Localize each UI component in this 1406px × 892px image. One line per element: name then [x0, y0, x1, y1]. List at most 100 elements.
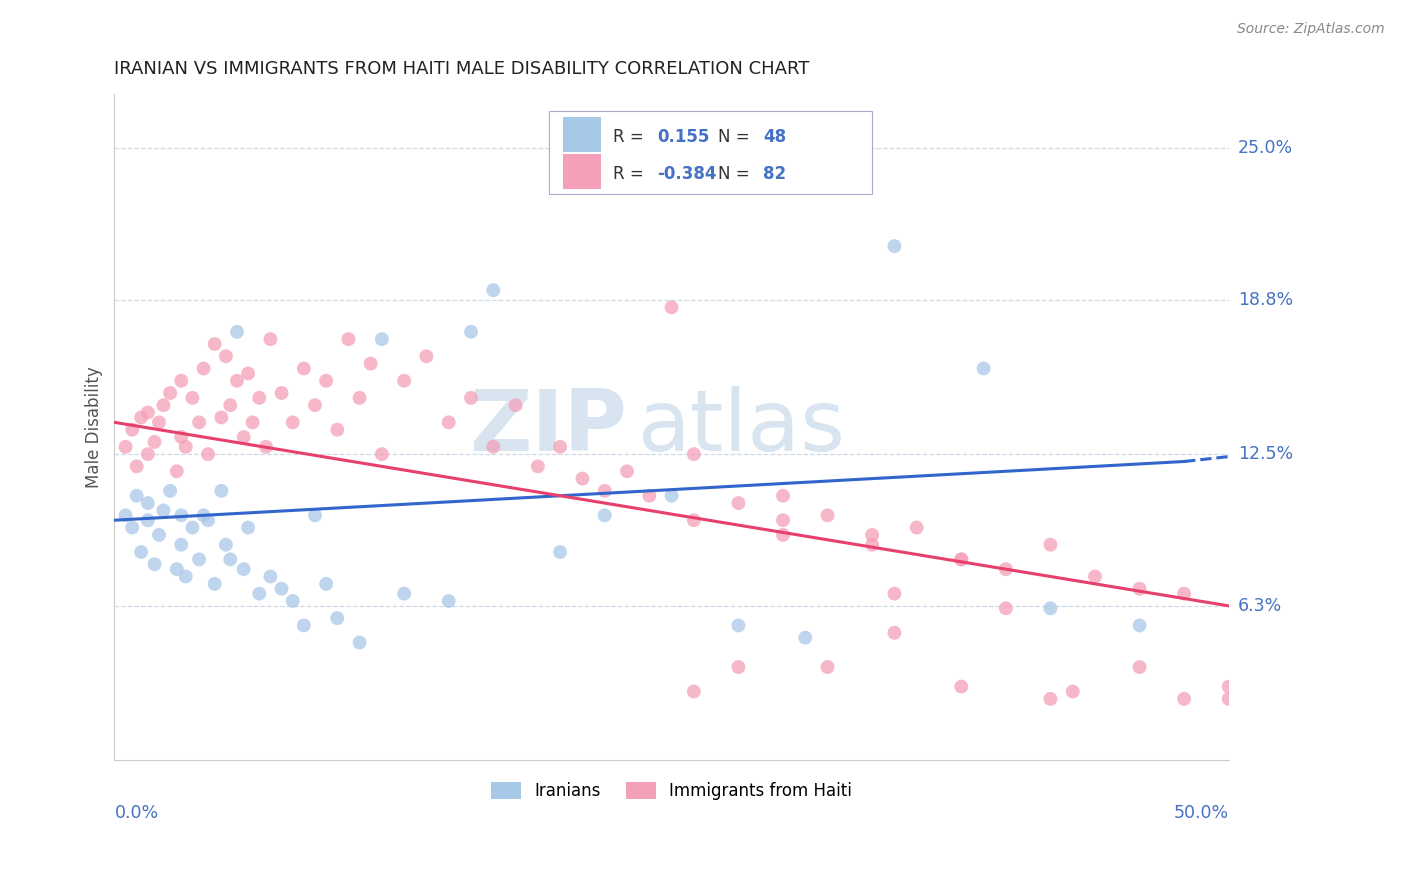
Point — [548, 440, 571, 454]
Point — [505, 398, 527, 412]
FancyBboxPatch shape — [564, 118, 602, 152]
Point — [1039, 691, 1062, 706]
Text: Source: ZipAtlas.com: Source: ZipAtlas.com — [1237, 22, 1385, 37]
Point — [166, 464, 188, 478]
Point — [593, 483, 616, 498]
Point — [236, 367, 259, 381]
Point — [326, 611, 349, 625]
Point — [129, 410, 152, 425]
Point — [170, 508, 193, 523]
Point — [337, 332, 360, 346]
Point — [460, 325, 482, 339]
Text: N =: N = — [718, 128, 755, 146]
Point — [197, 447, 219, 461]
Point — [360, 357, 382, 371]
Point — [392, 587, 415, 601]
Point — [994, 601, 1017, 615]
Point — [197, 513, 219, 527]
Point — [292, 361, 315, 376]
Point — [270, 386, 292, 401]
Text: 6.3%: 6.3% — [1237, 597, 1282, 615]
Point — [950, 552, 973, 566]
Point — [215, 349, 238, 363]
Point — [905, 520, 928, 534]
Point — [616, 464, 638, 478]
Point — [215, 538, 238, 552]
Point — [548, 545, 571, 559]
Point — [682, 513, 704, 527]
Point — [181, 391, 204, 405]
Text: R =: R = — [613, 165, 648, 183]
Point — [1173, 587, 1195, 601]
Y-axis label: Male Disability: Male Disability — [86, 367, 103, 488]
Text: IRANIAN VS IMMIGRANTS FROM HAITI MALE DISABILITY CORRELATION CHART: IRANIAN VS IMMIGRANTS FROM HAITI MALE DI… — [114, 60, 810, 78]
Text: 82: 82 — [763, 165, 786, 183]
Point — [170, 430, 193, 444]
Point — [174, 569, 197, 583]
Point — [259, 569, 281, 583]
Point — [170, 538, 193, 552]
Point — [1129, 618, 1152, 632]
Point — [170, 374, 193, 388]
Point — [125, 489, 148, 503]
Text: 12.5%: 12.5% — [1237, 445, 1292, 463]
Point — [152, 398, 174, 412]
Point — [148, 415, 170, 429]
Point — [166, 562, 188, 576]
Point — [136, 513, 159, 527]
Point — [1129, 660, 1152, 674]
Point — [121, 423, 143, 437]
Point — [860, 528, 883, 542]
Point — [204, 337, 226, 351]
Text: atlas: atlas — [638, 385, 846, 468]
Legend: Iranians, Immigrants from Haiti: Iranians, Immigrants from Haiti — [482, 773, 860, 808]
Point — [727, 496, 749, 510]
Point — [593, 508, 616, 523]
Point — [193, 508, 215, 523]
Point — [682, 447, 704, 461]
Point — [232, 430, 254, 444]
Point — [392, 374, 415, 388]
Point — [152, 503, 174, 517]
Point — [209, 483, 232, 498]
Point — [1218, 680, 1240, 694]
Point — [1039, 601, 1062, 615]
Text: 25.0%: 25.0% — [1237, 139, 1292, 157]
Point — [136, 405, 159, 419]
Point — [1039, 538, 1062, 552]
Point — [181, 520, 204, 534]
Point — [226, 325, 249, 339]
Point — [727, 660, 749, 674]
Text: 50.0%: 50.0% — [1174, 804, 1229, 822]
Point — [292, 618, 315, 632]
Point — [883, 625, 905, 640]
Point — [232, 562, 254, 576]
Point — [817, 660, 839, 674]
Point — [415, 349, 437, 363]
Point — [349, 391, 371, 405]
Point — [193, 361, 215, 376]
Point — [772, 528, 794, 542]
Point — [1062, 684, 1084, 698]
Point — [315, 374, 337, 388]
Point — [860, 538, 883, 552]
Point — [817, 508, 839, 523]
Point — [159, 386, 181, 401]
Point — [236, 520, 259, 534]
Text: 18.8%: 18.8% — [1237, 291, 1292, 309]
Point — [143, 558, 166, 572]
Point — [148, 528, 170, 542]
Text: 48: 48 — [763, 128, 786, 146]
Point — [159, 483, 181, 498]
Text: 0.0%: 0.0% — [114, 804, 159, 822]
Point — [1173, 691, 1195, 706]
Point — [772, 489, 794, 503]
Point — [994, 562, 1017, 576]
Point — [950, 552, 973, 566]
Point — [270, 582, 292, 596]
Point — [136, 496, 159, 510]
Point — [247, 391, 270, 405]
Point — [174, 440, 197, 454]
Text: N =: N = — [718, 165, 755, 183]
Point — [281, 415, 304, 429]
